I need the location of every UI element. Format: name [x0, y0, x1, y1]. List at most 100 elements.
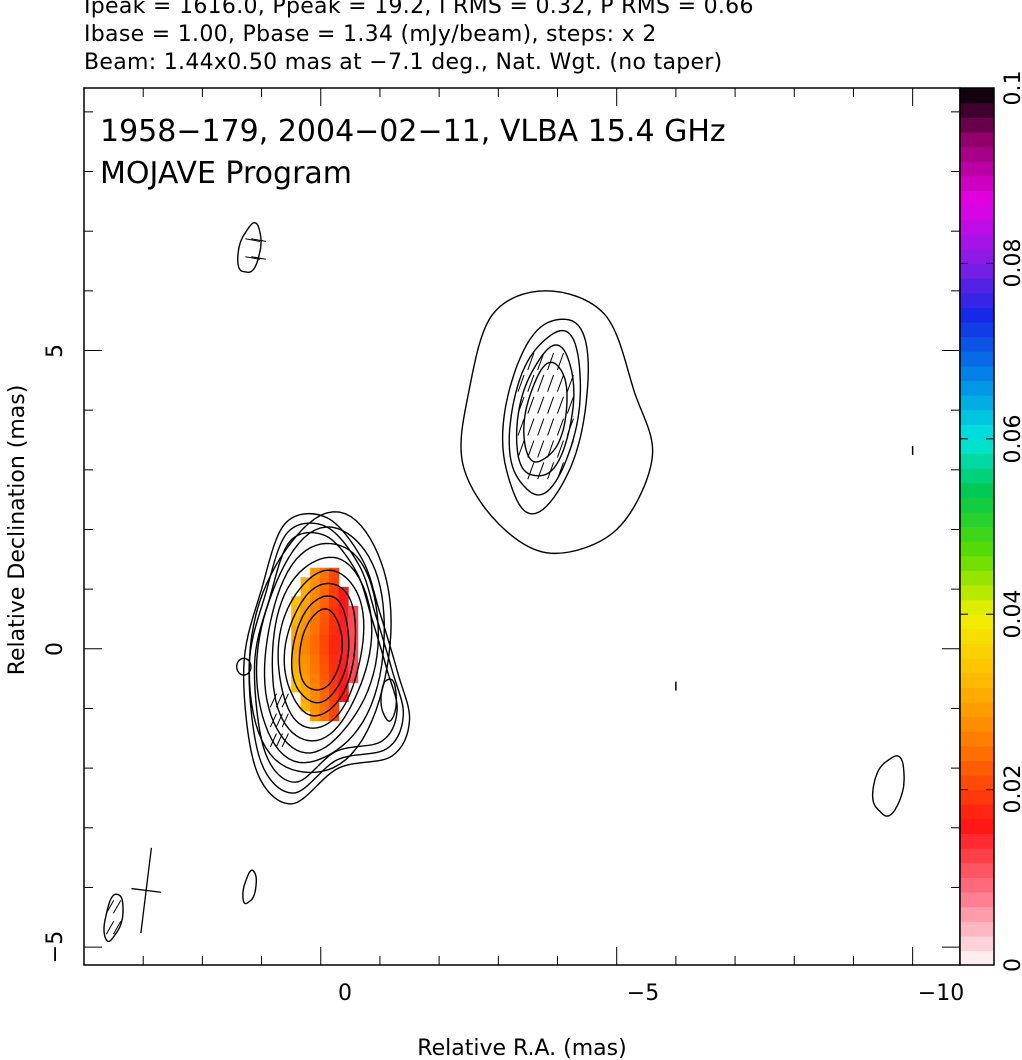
colorbar-band [960, 584, 994, 601]
colorbar-band [960, 862, 994, 878]
evpa-vector [566, 440, 574, 458]
pol-pixel [338, 663, 349, 674]
pol-pixel [300, 586, 311, 597]
colorbar-tick-label-0: 0 [1001, 958, 1022, 972]
colorbar-tick-label-1: 0.02 [1001, 765, 1022, 814]
pol-pixel [329, 615, 340, 626]
colorbar-band [960, 848, 994, 864]
colorbar-band [960, 263, 994, 279]
colorbar-band [960, 541, 994, 557]
isolated-contour [237, 221, 262, 274]
header-line-2: Ibase = 1.00, Pbase = 1.34 (mJy/beam), s… [84, 22, 657, 47]
pol-pixel [319, 653, 330, 664]
pol-pixel [319, 615, 330, 626]
pol-pixel [310, 577, 321, 588]
colorbar-frame [959, 87, 995, 966]
colorbar-band [960, 380, 994, 396]
pol-pixel [300, 596, 311, 607]
colorbar-band [960, 921, 994, 937]
pol-pixel [291, 615, 302, 626]
pol-pixel [338, 596, 349, 607]
pol-pixel [319, 596, 330, 607]
pol-pixel [310, 615, 321, 626]
colorbar-band [960, 804, 994, 820]
colorbar-band [960, 614, 994, 630]
evpa-vector [527, 374, 535, 392]
core-contour [255, 526, 386, 764]
pol-pixel [291, 672, 302, 683]
pol-pixel [348, 615, 359, 626]
core-contour [277, 569, 365, 729]
evpa-vector [269, 693, 277, 708]
colorbar-band [960, 321, 994, 338]
core-contour [283, 582, 357, 717]
pol-pixel [329, 710, 340, 721]
pol-pixel [291, 663, 302, 674]
evpa-vector [537, 374, 545, 392]
x-tick-label-0: 0 [338, 981, 352, 1006]
pol-pixel [319, 577, 330, 588]
colorbar-band [960, 950, 994, 966]
colorbar-band [960, 687, 994, 703]
pol-pixel [300, 663, 311, 674]
x-tick-label-2: −10 [918, 981, 964, 1006]
colorbar-band [960, 438, 994, 455]
core-contour [248, 511, 392, 774]
intensity-contours [103, 221, 914, 943]
pol-pixel [338, 653, 349, 664]
pol-pixel [310, 634, 321, 645]
pol-pixel [338, 672, 349, 683]
evpa-vector [556, 462, 564, 480]
colorbar-band [960, 511, 994, 528]
core-contour [248, 522, 405, 794]
evpa-vector [556, 440, 564, 458]
colorbar-band [960, 497, 994, 513]
pol-pixel [310, 663, 321, 674]
pol-pixel [329, 682, 340, 693]
colorbar-band [960, 307, 994, 323]
evpa-vector [547, 418, 555, 436]
evpa-vector [537, 352, 545, 371]
colorbar-band [960, 643, 994, 659]
evpa-vector [281, 733, 289, 748]
evpa-vector [527, 352, 535, 371]
y-tick-label-2: 5 [43, 344, 68, 358]
pol-pixel [310, 701, 321, 712]
pol-pixel [338, 624, 349, 636]
pol-pixel [338, 586, 349, 597]
evpa-vector [547, 352, 555, 371]
evpa-vector [281, 713, 289, 728]
pol-pixel [348, 644, 359, 655]
colorbar-band [960, 88, 994, 104]
jet-contour [515, 344, 575, 477]
evpa-vector [517, 418, 525, 436]
title-line-1: 1958−179, 2004−02−11, VLBA 15.4 GHz [100, 114, 726, 149]
pol-pixel [319, 644, 330, 655]
colorbar-band [960, 453, 994, 469]
pol-pixel [310, 586, 321, 597]
colorbar-band [960, 190, 994, 206]
pol-pixel [300, 672, 311, 683]
colorbar-tick-label-2: 0.04 [1001, 590, 1022, 639]
core-contour [263, 542, 380, 754]
pol-pixel [338, 615, 349, 626]
pol-pixel [329, 624, 340, 636]
pol-pixel [319, 624, 330, 636]
colorbar-band [960, 570, 994, 586]
colorbar-band [960, 161, 994, 177]
evpa-vector [556, 352, 564, 371]
pol-pixel [300, 682, 311, 693]
evpa-vector [547, 440, 555, 458]
pol-pixel [329, 644, 340, 655]
pol-pixel [319, 710, 330, 721]
core-contour-loop [380, 678, 397, 722]
pol-pixel [310, 691, 321, 702]
pol-pixel [291, 596, 302, 607]
header-line-3: Beam: 1.44x0.50 mas at −7.1 deg., Nat. W… [84, 50, 723, 75]
x-axis-label: Relative R.A. (mas) [417, 1036, 626, 1060]
colorbar-band [960, 774, 994, 791]
colorbar-band [960, 146, 994, 162]
evpa-vector [527, 396, 535, 414]
evpa-vector [251, 238, 266, 242]
pol-pixel [310, 624, 321, 636]
